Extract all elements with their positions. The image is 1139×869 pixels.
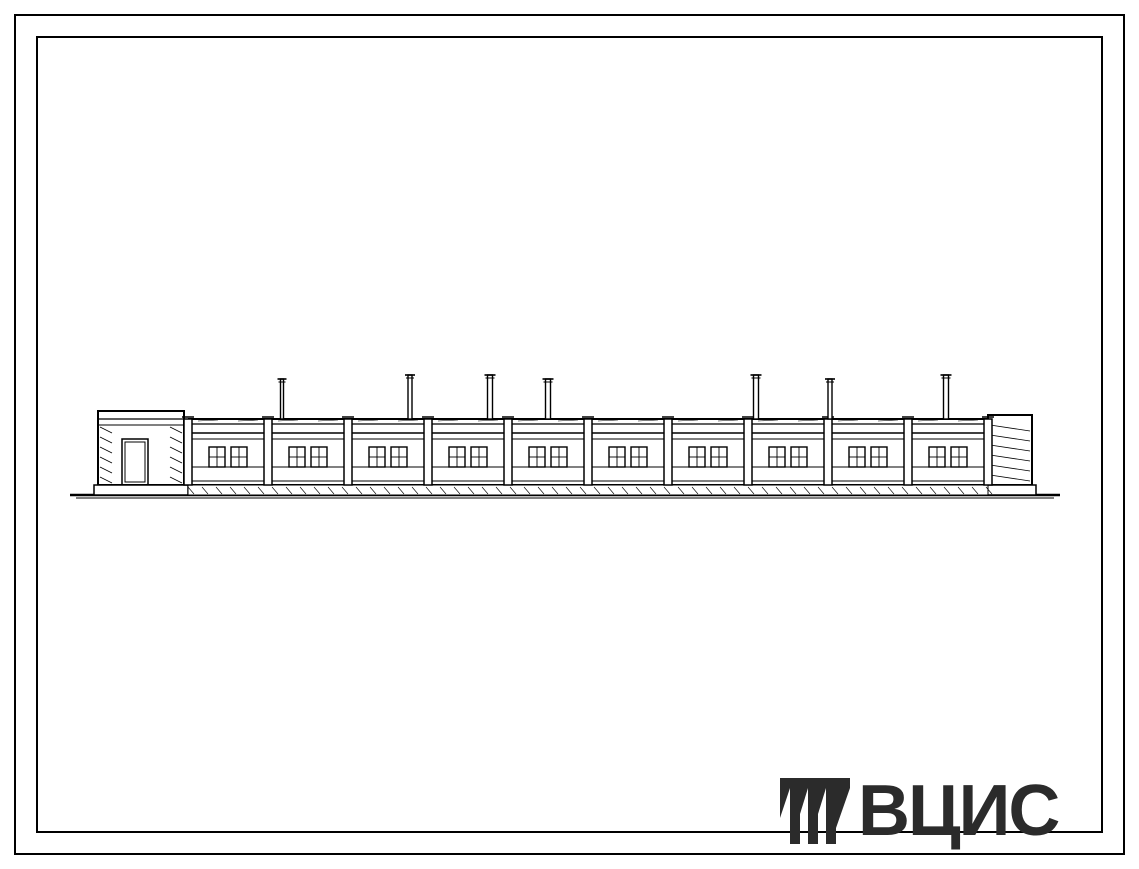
logo: ВЦИС [780, 770, 1058, 852]
logo-mark-icon [780, 778, 850, 844]
logo-text: ВЦИС [858, 770, 1058, 852]
elevation-drawing [70, 355, 1060, 525]
